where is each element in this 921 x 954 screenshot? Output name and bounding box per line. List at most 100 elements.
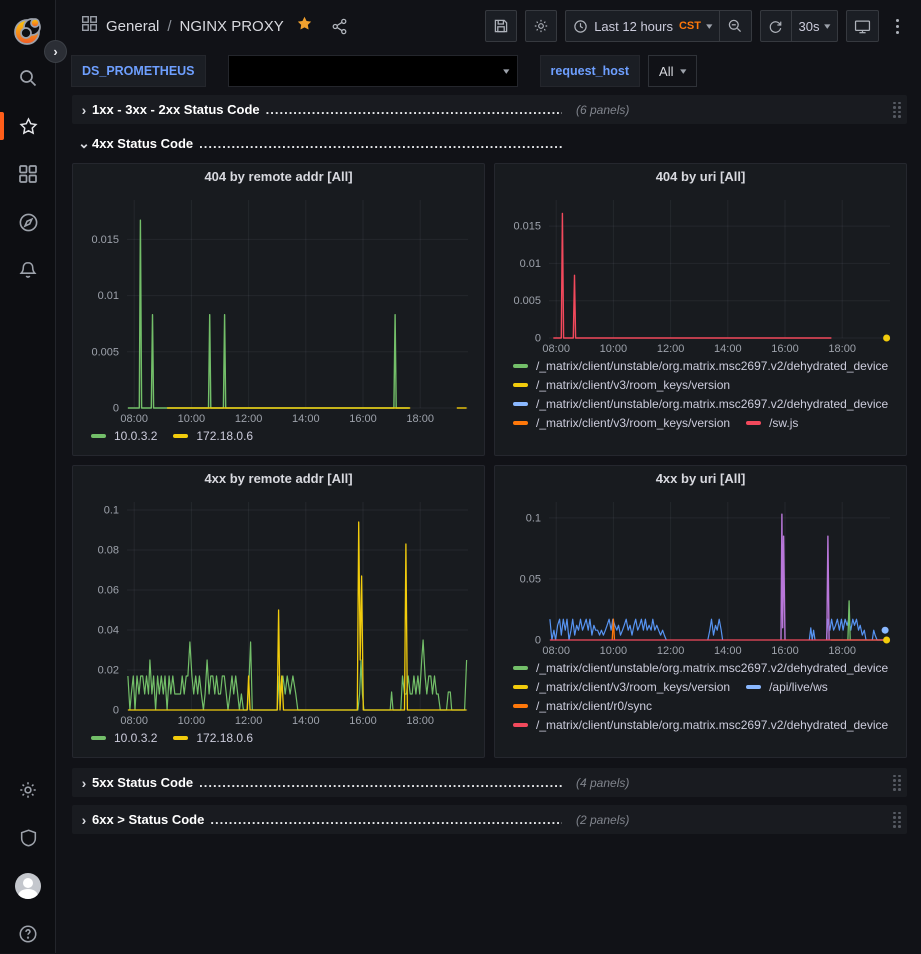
svg-text:18:00: 18:00 bbox=[828, 343, 856, 355]
row-title-dots: ........................................… bbox=[199, 136, 562, 151]
request-host-variable-value[interactable]: All ▾ bbox=[648, 55, 698, 87]
row-1xx-3xx-2xx[interactable]: › 1xx - 3xx - 2xx Status Code ..........… bbox=[72, 95, 907, 124]
legend-swatch bbox=[513, 402, 528, 406]
share-icon[interactable] bbox=[331, 18, 348, 35]
svg-text:0.04: 0.04 bbox=[98, 625, 119, 637]
sidebar-item-profile[interactable] bbox=[0, 866, 56, 906]
legend-item[interactable]: 10.0.3.2 bbox=[91, 731, 157, 745]
sidebar-item-server-admin[interactable] bbox=[0, 818, 56, 858]
datasource-variable-value[interactable]: ▾ bbox=[227, 55, 518, 87]
refresh-interval-label: 30s bbox=[798, 18, 820, 34]
breadcrumb-section[interactable]: General bbox=[106, 17, 160, 35]
datasource-variable-label[interactable]: DS_PROMETHEUS bbox=[71, 55, 206, 87]
legend-item[interactable]: /_matrix/client/v3/room_keys/version bbox=[513, 680, 730, 694]
dashboard-body: › 1xx - 3xx - 2xx Status Code ..........… bbox=[57, 95, 921, 839]
legend-item[interactable]: /api/live/ws bbox=[746, 680, 828, 694]
chevron-right-icon: › bbox=[81, 774, 87, 791]
row-4xx[interactable]: ⌄ 4xx Status Code ......................… bbox=[72, 129, 907, 158]
refresh-button[interactable] bbox=[759, 10, 792, 42]
legend-item[interactable]: /_matrix/client/unstable/org.matrix.msc2… bbox=[513, 359, 888, 373]
svg-text:10:00: 10:00 bbox=[600, 645, 628, 657]
time-series-chart[interactable]: 0 0.005 0.01 0.015 08:00 10:00 12:00 14:00 16:00… bbox=[501, 192, 900, 357]
row-panel-count: (2 panels) bbox=[576, 812, 630, 827]
grafana-flame-icon bbox=[14, 18, 41, 45]
request-host-selected: All bbox=[659, 63, 674, 79]
legend-item[interactable]: 10.0.3.2 bbox=[91, 429, 157, 443]
clock-icon bbox=[574, 19, 587, 33]
svg-text:10:00: 10:00 bbox=[178, 413, 206, 425]
dashboard-settings-button[interactable] bbox=[525, 10, 558, 42]
dashboards-grid-icon bbox=[19, 165, 37, 183]
svg-text:0: 0 bbox=[535, 333, 541, 345]
variables-bar: DS_PROMETHEUS ▾ request_host All ▾ bbox=[57, 52, 921, 90]
svg-text:08:00: 08:00 bbox=[120, 413, 148, 425]
legend-swatch bbox=[91, 434, 106, 438]
save-dashboard-button[interactable] bbox=[485, 10, 518, 42]
legend-swatch bbox=[746, 685, 762, 689]
panel-title[interactable]: 4xx by remote addr [All] bbox=[204, 471, 353, 486]
legend-item[interactable]: /sw.js bbox=[746, 416, 798, 430]
refresh-controls: 30s ▾ bbox=[759, 10, 838, 42]
svg-text:12:00: 12:00 bbox=[657, 645, 685, 657]
panel-grid-4xx: 404 by remote addr [All] 0 0.005 0.01 0.015… bbox=[72, 163, 907, 758]
chart-legend: 10.0.3.2 172.18.0.6 bbox=[79, 427, 478, 449]
help-icon bbox=[19, 925, 37, 943]
row-drag-handle[interactable] bbox=[893, 101, 901, 118]
chart-legend: 10.0.3.2 172.18.0.6 bbox=[79, 729, 478, 751]
sidebar-item-configuration[interactable] bbox=[0, 770, 56, 810]
legend-swatch bbox=[173, 434, 189, 438]
row-5xx[interactable]: › 5xx Status Code ......................… bbox=[72, 768, 907, 797]
chevron-down-icon: ⌄ bbox=[78, 135, 90, 151]
grafana-logo[interactable] bbox=[0, 10, 56, 50]
legend-label: /_matrix/client/unstable/org.matrix.msc2… bbox=[536, 718, 889, 732]
row-drag-handle[interactable] bbox=[893, 811, 901, 828]
svg-text:0.01: 0.01 bbox=[520, 258, 541, 270]
legend-swatch bbox=[513, 666, 528, 670]
legend-item[interactable]: /_matrix/client/unstable/org.matrix.msc2… bbox=[513, 397, 888, 411]
legend-item[interactable]: /_matrix/client/v3/room_keys/version bbox=[513, 378, 730, 392]
panel-4xx-by-remote-addr: 4xx by remote addr [All] 0 0.02 0.04 0.06 0.… bbox=[72, 465, 485, 758]
sidebar-item-alerting[interactable] bbox=[0, 250, 56, 290]
more-options-button[interactable] bbox=[887, 10, 907, 42]
panel-title[interactable]: 404 by uri [All] bbox=[655, 169, 746, 184]
refresh-interval-picker[interactable]: 30s ▾ bbox=[791, 10, 838, 42]
svg-text:18:00: 18:00 bbox=[828, 645, 856, 657]
svg-text:0: 0 bbox=[113, 403, 119, 415]
timezone-label: CST bbox=[678, 20, 701, 32]
sidebar-item-starred[interactable] bbox=[0, 106, 56, 146]
time-series-chart[interactable]: 0 0.02 0.04 0.06 0.08 0.1 08:00 10:00 12:00 14:00… bbox=[79, 494, 478, 729]
sidebar-item-dashboards[interactable] bbox=[0, 154, 56, 194]
chevron-down-icon: ▾ bbox=[824, 20, 831, 31]
time-series-chart[interactable]: 0 0.05 0.1 08:00 10:00 12:00 14:00 16:00 18:00 bbox=[501, 494, 900, 659]
legend-item[interactable]: /_matrix/client/r0/sync bbox=[513, 699, 652, 713]
legend-item[interactable]: /_matrix/client/unstable/org.matrix.msc2… bbox=[513, 718, 888, 732]
svg-text:16:00: 16:00 bbox=[771, 645, 799, 657]
legend-item[interactable]: 172.18.0.6 bbox=[173, 429, 253, 443]
legend-label: /_matrix/client/v3/room_keys/version bbox=[536, 680, 731, 694]
svg-text:0: 0 bbox=[535, 635, 541, 647]
svg-text:08:00: 08:00 bbox=[542, 645, 570, 657]
sidebar-item-help[interactable] bbox=[0, 914, 56, 954]
panel-404-by-remote-addr: 404 by remote addr [All] 0 0.005 0.01 0.015… bbox=[72, 163, 485, 456]
panel-title[interactable]: 4xx by uri [All] bbox=[655, 471, 746, 486]
request-host-variable-label[interactable]: request_host bbox=[539, 55, 641, 87]
legend-item[interactable]: 172.18.0.6 bbox=[173, 731, 253, 745]
row-drag-handle[interactable] bbox=[893, 774, 901, 791]
row-6xx[interactable]: › 6xx > Status Code ....................… bbox=[72, 805, 907, 834]
apps-grid-icon[interactable] bbox=[81, 15, 98, 37]
cycle-view-mode-button[interactable] bbox=[846, 10, 879, 42]
time-series-chart[interactable]: 0 0.005 0.01 0.015 08:00 10:00 12:00 14:00 16:00… bbox=[79, 192, 478, 427]
time-range-picker[interactable]: Last 12 hours CST ▾ bbox=[565, 10, 720, 42]
legend-label: /_matrix/client/unstable/org.matrix.msc2… bbox=[536, 397, 889, 411]
favorite-star-icon[interactable] bbox=[296, 15, 313, 37]
sidebar-item-explore[interactable] bbox=[0, 202, 56, 242]
sidebar-item-search[interactable] bbox=[0, 58, 56, 98]
panel-404-by-uri: 404 by uri [All] 0 0.005 0.01 0.015 08:00 10:… bbox=[494, 163, 907, 456]
legend-item[interactable]: /_matrix/client/v3/room_keys/version bbox=[513, 416, 730, 430]
legend-label: 10.0.3.2 bbox=[114, 429, 158, 443]
row-title: 6xx > Status Code bbox=[92, 812, 205, 827]
sidebar-expand-button[interactable]: › bbox=[44, 40, 67, 63]
panel-title[interactable]: 404 by remote addr [All] bbox=[204, 169, 353, 184]
zoom-out-time-button[interactable] bbox=[719, 10, 752, 42]
legend-item[interactable]: /_matrix/client/unstable/org.matrix.msc2… bbox=[513, 661, 888, 675]
